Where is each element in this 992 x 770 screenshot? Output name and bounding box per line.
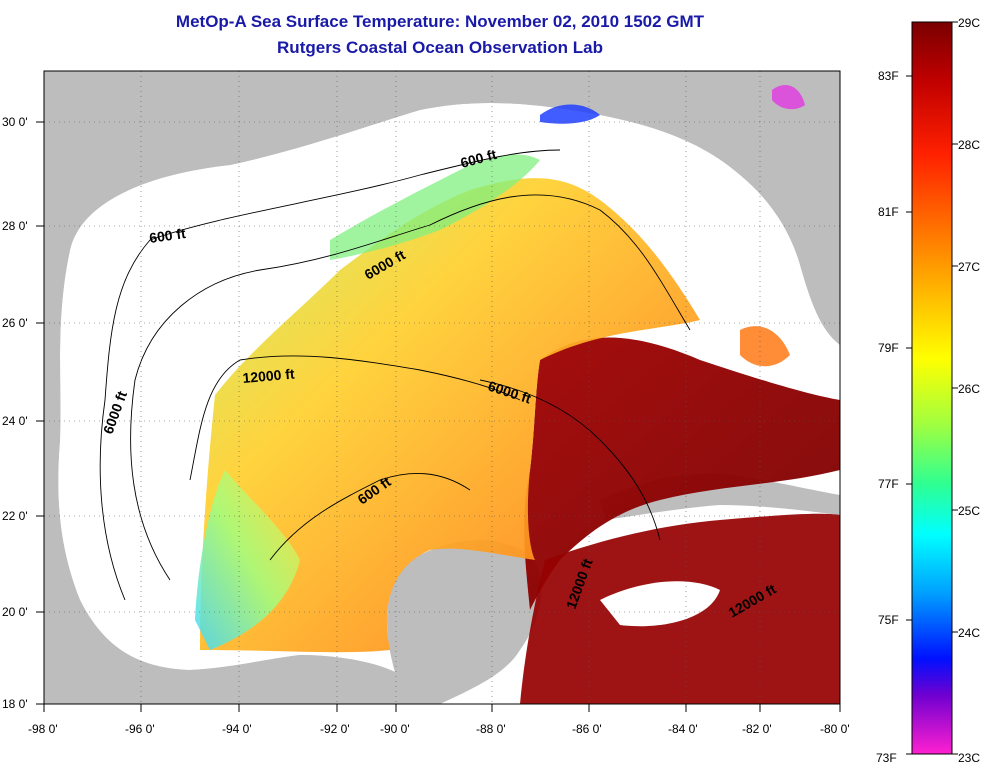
map-title: MetOp-A Sea Surface Temperature: Novembe… <box>175 12 705 31</box>
contour-600ft-yucatan <box>269 472 471 561</box>
colorbar-celsius-label: 25C <box>958 504 980 518</box>
florida-land <box>700 71 840 345</box>
colorbar-celsius-label: 27C <box>958 260 980 274</box>
mexico-land <box>44 400 395 704</box>
contour-6000ft <box>130 194 691 581</box>
colorbar-fahrenheit-label: 79F <box>878 341 899 355</box>
lon-label: -86 0' <box>572 722 602 736</box>
lon-label: -80 0' <box>820 722 850 736</box>
lon-label: -94 0' <box>222 722 252 736</box>
lon-label: -98 0' <box>28 722 58 736</box>
colorbar: 29C 28C 27C 26C 25C 24C 23C 83F 81F 79F … <box>876 16 980 765</box>
contour-600ft <box>99 149 561 601</box>
contour-label: 600 ft <box>148 225 187 246</box>
colorbar-fahrenheit-label: 81F <box>878 205 899 219</box>
map-ticks <box>36 121 841 712</box>
lat-label: 28 0' <box>2 219 28 233</box>
us-coast-land <box>44 71 700 440</box>
colorbar-celsius-label: 24C <box>958 626 980 640</box>
sst-magenta-patch <box>772 85 805 110</box>
sst-blue-patch <box>540 104 600 124</box>
depth-contours <box>99 149 691 601</box>
latitude-labels: 30 0' 28 0' 26 0' 24 0' 22 0' 20 0' 18 0… <box>2 115 28 711</box>
lat-label: 26 0' <box>2 316 28 330</box>
map-frame <box>43 70 841 705</box>
lat-label: 20 0' <box>2 605 28 619</box>
sst-warm-region <box>524 337 840 610</box>
contour-label: 12000 ft <box>242 365 296 386</box>
sst-orange-east <box>740 326 790 367</box>
colorbar-celsius-label: 29C <box>958 16 980 30</box>
longitude-labels: -98 0' -96 0' -94 0' -92 0' -90 0' -88 0… <box>28 722 850 736</box>
colorbar-fahrenheit-label: 83F <box>878 69 899 83</box>
sst-cool-region <box>195 470 300 650</box>
caribbean-cloud-gap <box>600 581 720 627</box>
yucatan-land <box>387 540 542 704</box>
colorbar-celsius-label: 26C <box>958 382 980 396</box>
lat-label: 24 0' <box>2 414 28 428</box>
lon-label: -92 0' <box>320 722 350 736</box>
colorbar-celsius-label: 23C <box>958 751 980 765</box>
map-area: 600 ft 600 ft 6000 ft 6000 ft 12000 ft 6… <box>44 71 840 704</box>
colorbar-ticks <box>906 21 958 755</box>
colorbar-fahrenheit-label: 73F <box>876 751 897 765</box>
lon-label: -90 0' <box>380 722 410 736</box>
lon-label: -88 0' <box>476 722 506 736</box>
colorbar-fahrenheit-label: 77F <box>878 477 899 491</box>
contour-12000ft <box>189 355 521 481</box>
lon-label: -84 0' <box>668 722 698 736</box>
colorbar-celsius-label: 28C <box>958 138 980 152</box>
lat-label: 18 0' <box>2 697 28 711</box>
map-grid <box>44 71 840 704</box>
lat-label: 22 0' <box>2 509 28 523</box>
lon-label: -82 0' <box>742 722 772 736</box>
lat-label: 30 0' <box>2 115 28 129</box>
map-subtitle: Rutgers Coastal Ocean Observation Lab <box>277 38 603 57</box>
sst-cool-north <box>330 154 540 260</box>
contour-6000ft-east <box>479 379 661 541</box>
sst-central-region <box>200 178 700 653</box>
colorbar-fahrenheit-label: 75F <box>878 613 899 627</box>
colorbar-gradient <box>911 21 953 755</box>
lon-label: -96 0' <box>125 722 155 736</box>
